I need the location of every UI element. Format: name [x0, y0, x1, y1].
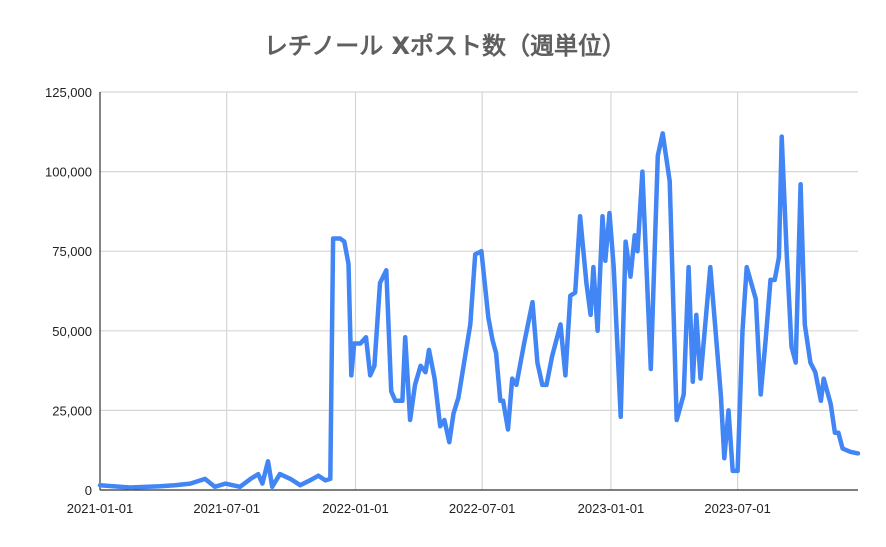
x-tick-label: 2022-01-01: [322, 501, 389, 516]
y-tick-label: 125,000: [45, 85, 92, 100]
y-tick-label: 100,000: [45, 165, 92, 180]
y-tick-label: 25,000: [52, 403, 92, 418]
y-tick-label: 0: [85, 483, 92, 498]
x-tick-label: 2023-07-01: [704, 501, 771, 516]
x-tick-label: 2021-01-01: [67, 501, 134, 516]
x-tick-label: 2023-01-01: [578, 501, 645, 516]
data-points: [99, 133, 859, 488]
y-tick-label: 50,000: [52, 324, 92, 339]
grid: [99, 91, 858, 491]
x-axis: 2021-01-01 2021-07-01 2022-01-01 2022-07-01…: [67, 501, 771, 516]
x-tick-label: 2021-07-01: [193, 501, 260, 516]
y-tick-label: 75,000: [52, 244, 92, 259]
series-line: [97, 131, 861, 490]
y-axis: 0 25,000 50,000 75,000 100,000 125,000: [45, 85, 92, 498]
chart-title: レチノール Xポスト数（週単位）: [264, 32, 626, 60]
x-tick-label: 2022-07-01: [449, 501, 516, 516]
